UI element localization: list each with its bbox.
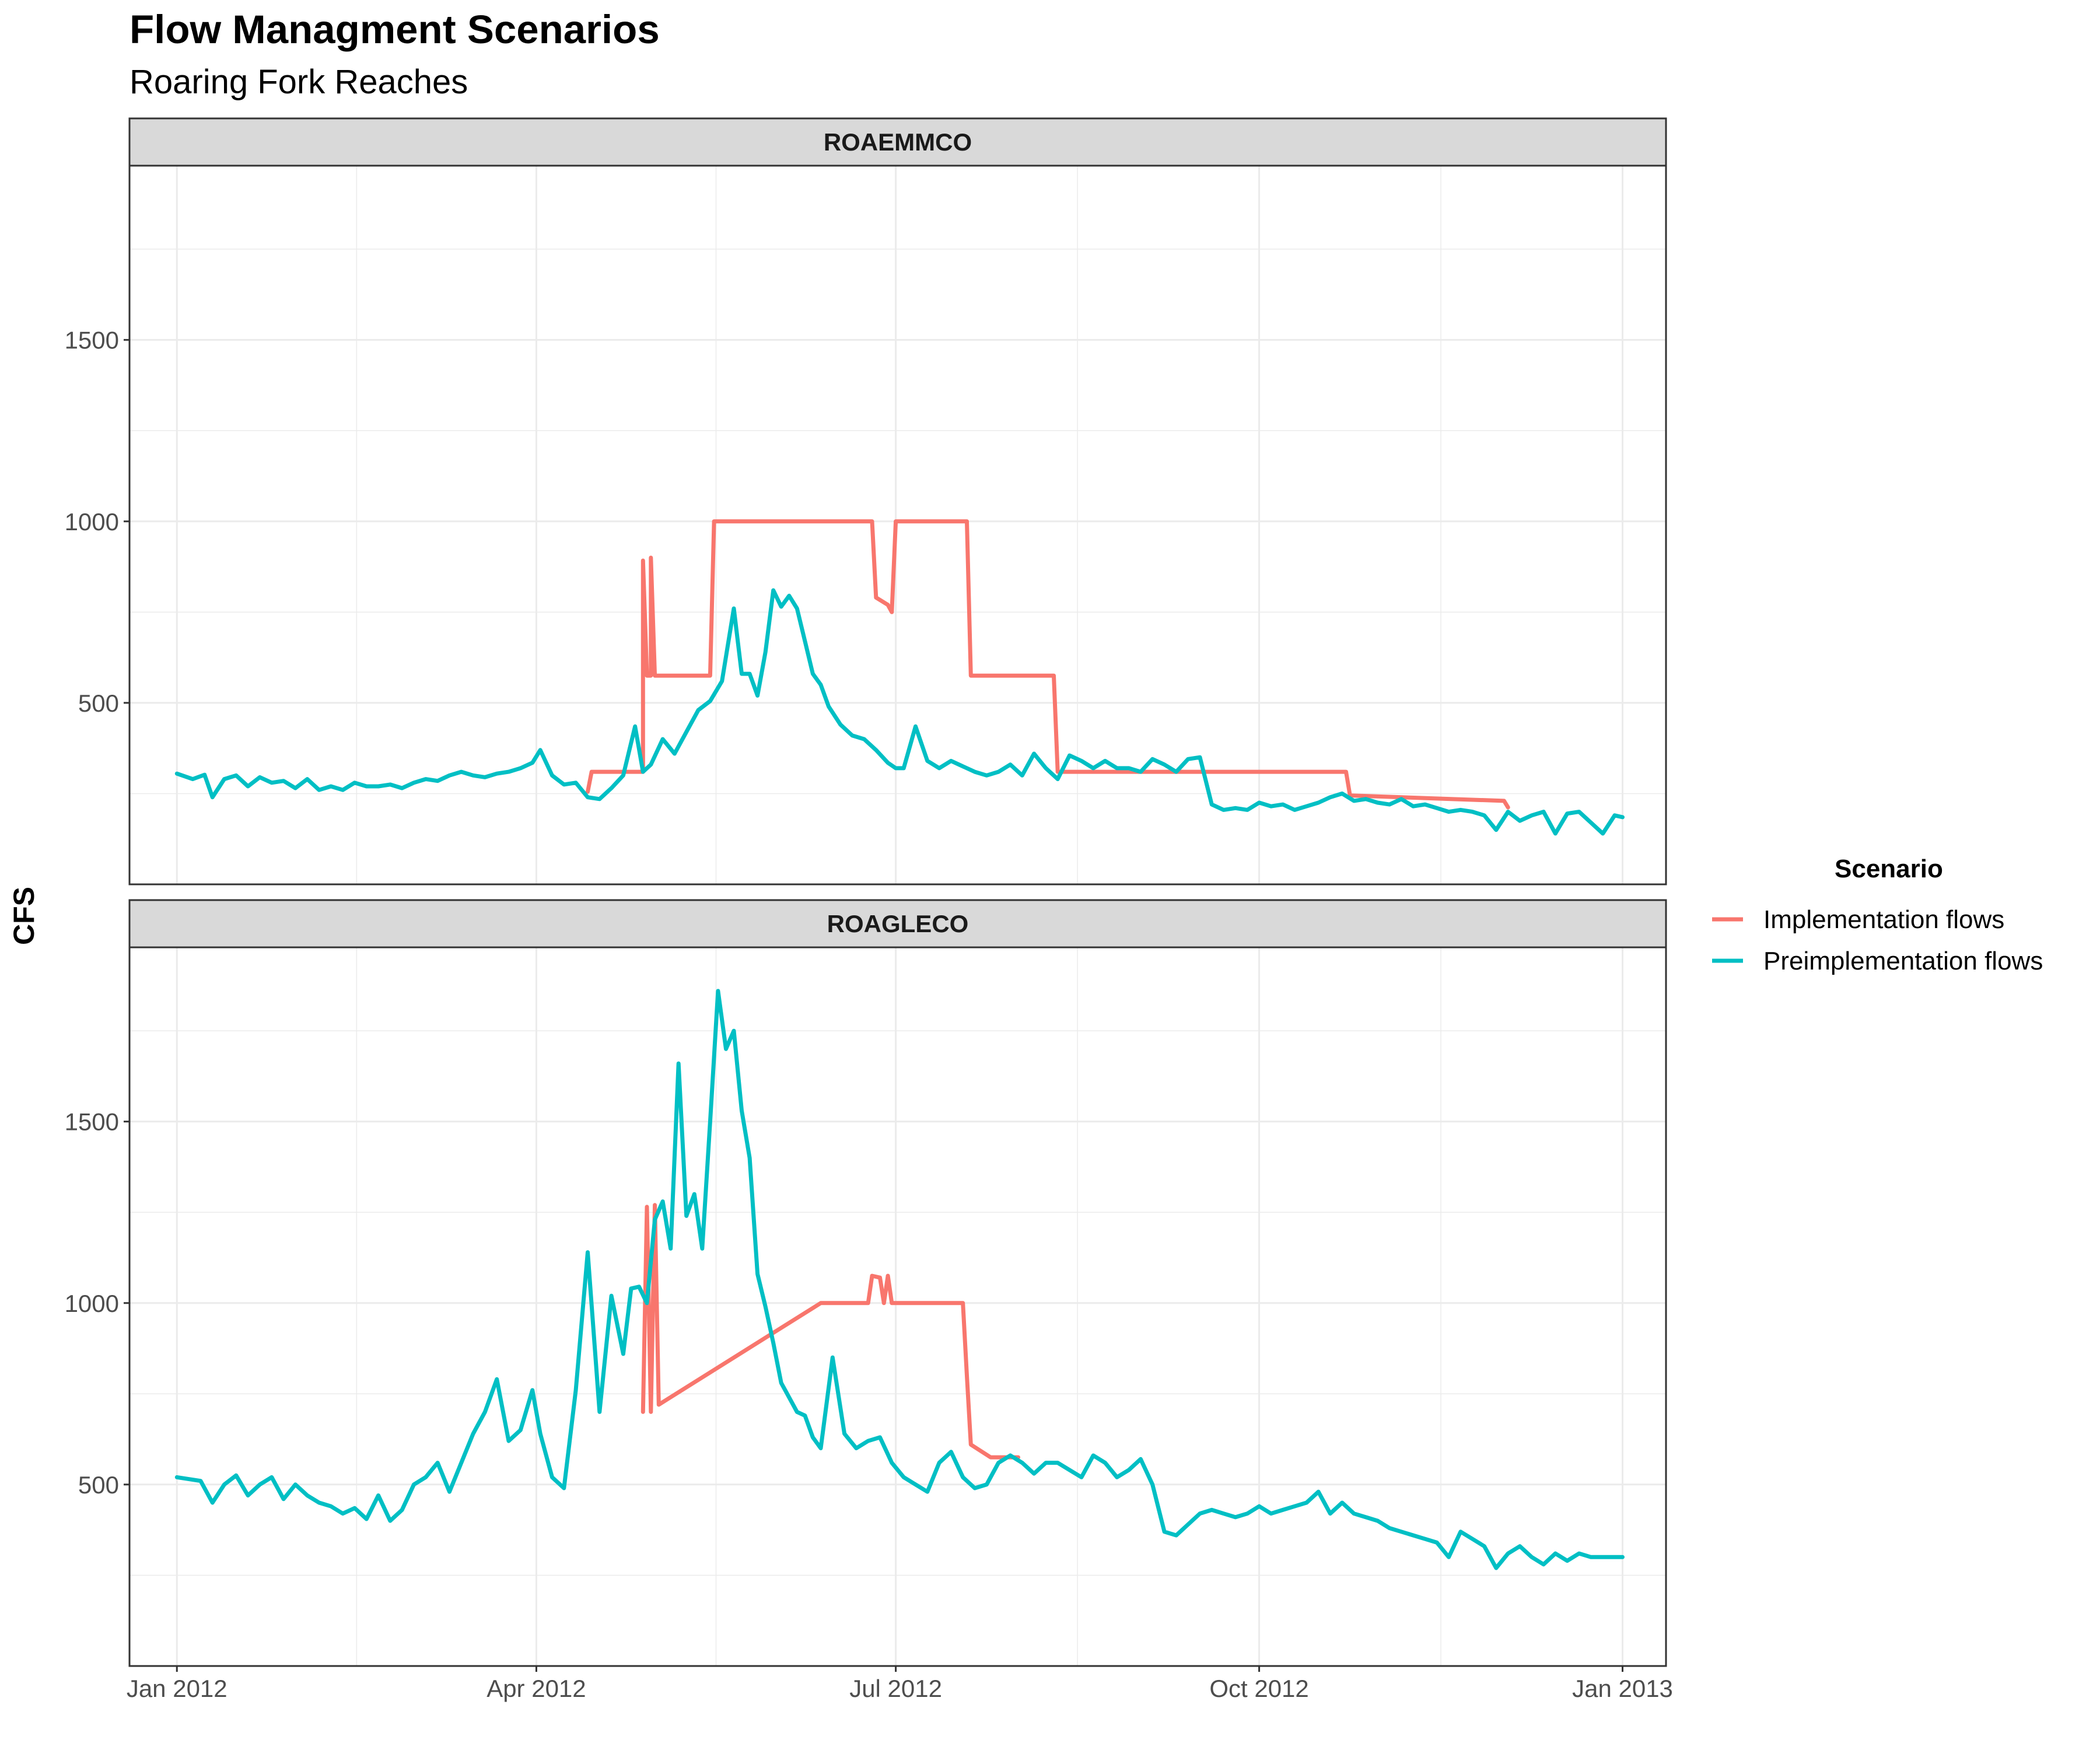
series-line-preimplementation: [174, 989, 1625, 1570]
y-tick-label: 1500: [65, 327, 119, 354]
y-tick-label: 1000: [65, 508, 119, 536]
x-tick-label: Jul 2012: [849, 1675, 942, 1702]
y-tick-label: 500: [78, 1471, 119, 1499]
x-tick-label: Jan 2013: [1572, 1675, 1673, 1702]
strip-background: [128, 899, 1667, 949]
y-tick-label: 1500: [65, 1108, 119, 1136]
series-line-implementation: [586, 519, 1510, 810]
legend-label-preimplementation: Preimplementation flows: [1763, 947, 2043, 975]
y-axis-title: CFS: [8, 887, 40, 945]
strip-background: [128, 117, 1667, 167]
legend-title: Scenario: [1835, 855, 1943, 883]
x-axis: Jan 2012 Apr 2012 Jul 2012 Oct 2012 Jan 2013: [127, 1666, 1673, 1702]
panel-roaemmco: ROAEMMCO 500 1000 1500: [65, 117, 1667, 886]
y-axis: 500 1000 1500: [65, 1108, 130, 1499]
chart-subtitle: Roaring Fork Reaches: [130, 63, 468, 101]
chart-title: Flow Managment Scenarios: [130, 7, 660, 52]
legend: Scenario Implementation flows Preimpleme…: [1712, 855, 2043, 975]
x-tick-label: Oct 2012: [1209, 1675, 1308, 1702]
panel-roagleco: ROAGLECO 500 1000 1500: [65, 899, 1667, 1667]
strip-label: ROAEMMCO: [824, 128, 972, 156]
x-tick-label: Apr 2012: [487, 1675, 586, 1702]
legend-label-implementation: Implementation flows: [1763, 905, 2004, 934]
y-tick-label: 1000: [65, 1290, 119, 1317]
panel-series: [174, 519, 1625, 836]
strip-label: ROAGLECO: [827, 910, 969, 937]
panel-background: [130, 166, 1666, 884]
y-axis: 500 1000 1500: [65, 327, 130, 717]
x-tick-label: Jan 2012: [127, 1675, 228, 1702]
y-tick-label: 500: [78, 690, 119, 717]
panel-border: [128, 164, 1667, 886]
series-line-preimplementation: [174, 588, 1625, 836]
panel-background: [130, 947, 1666, 1666]
panel-series: [174, 989, 1625, 1570]
series-line-implementation: [640, 1203, 1020, 1460]
panel-border: [128, 946, 1667, 1667]
